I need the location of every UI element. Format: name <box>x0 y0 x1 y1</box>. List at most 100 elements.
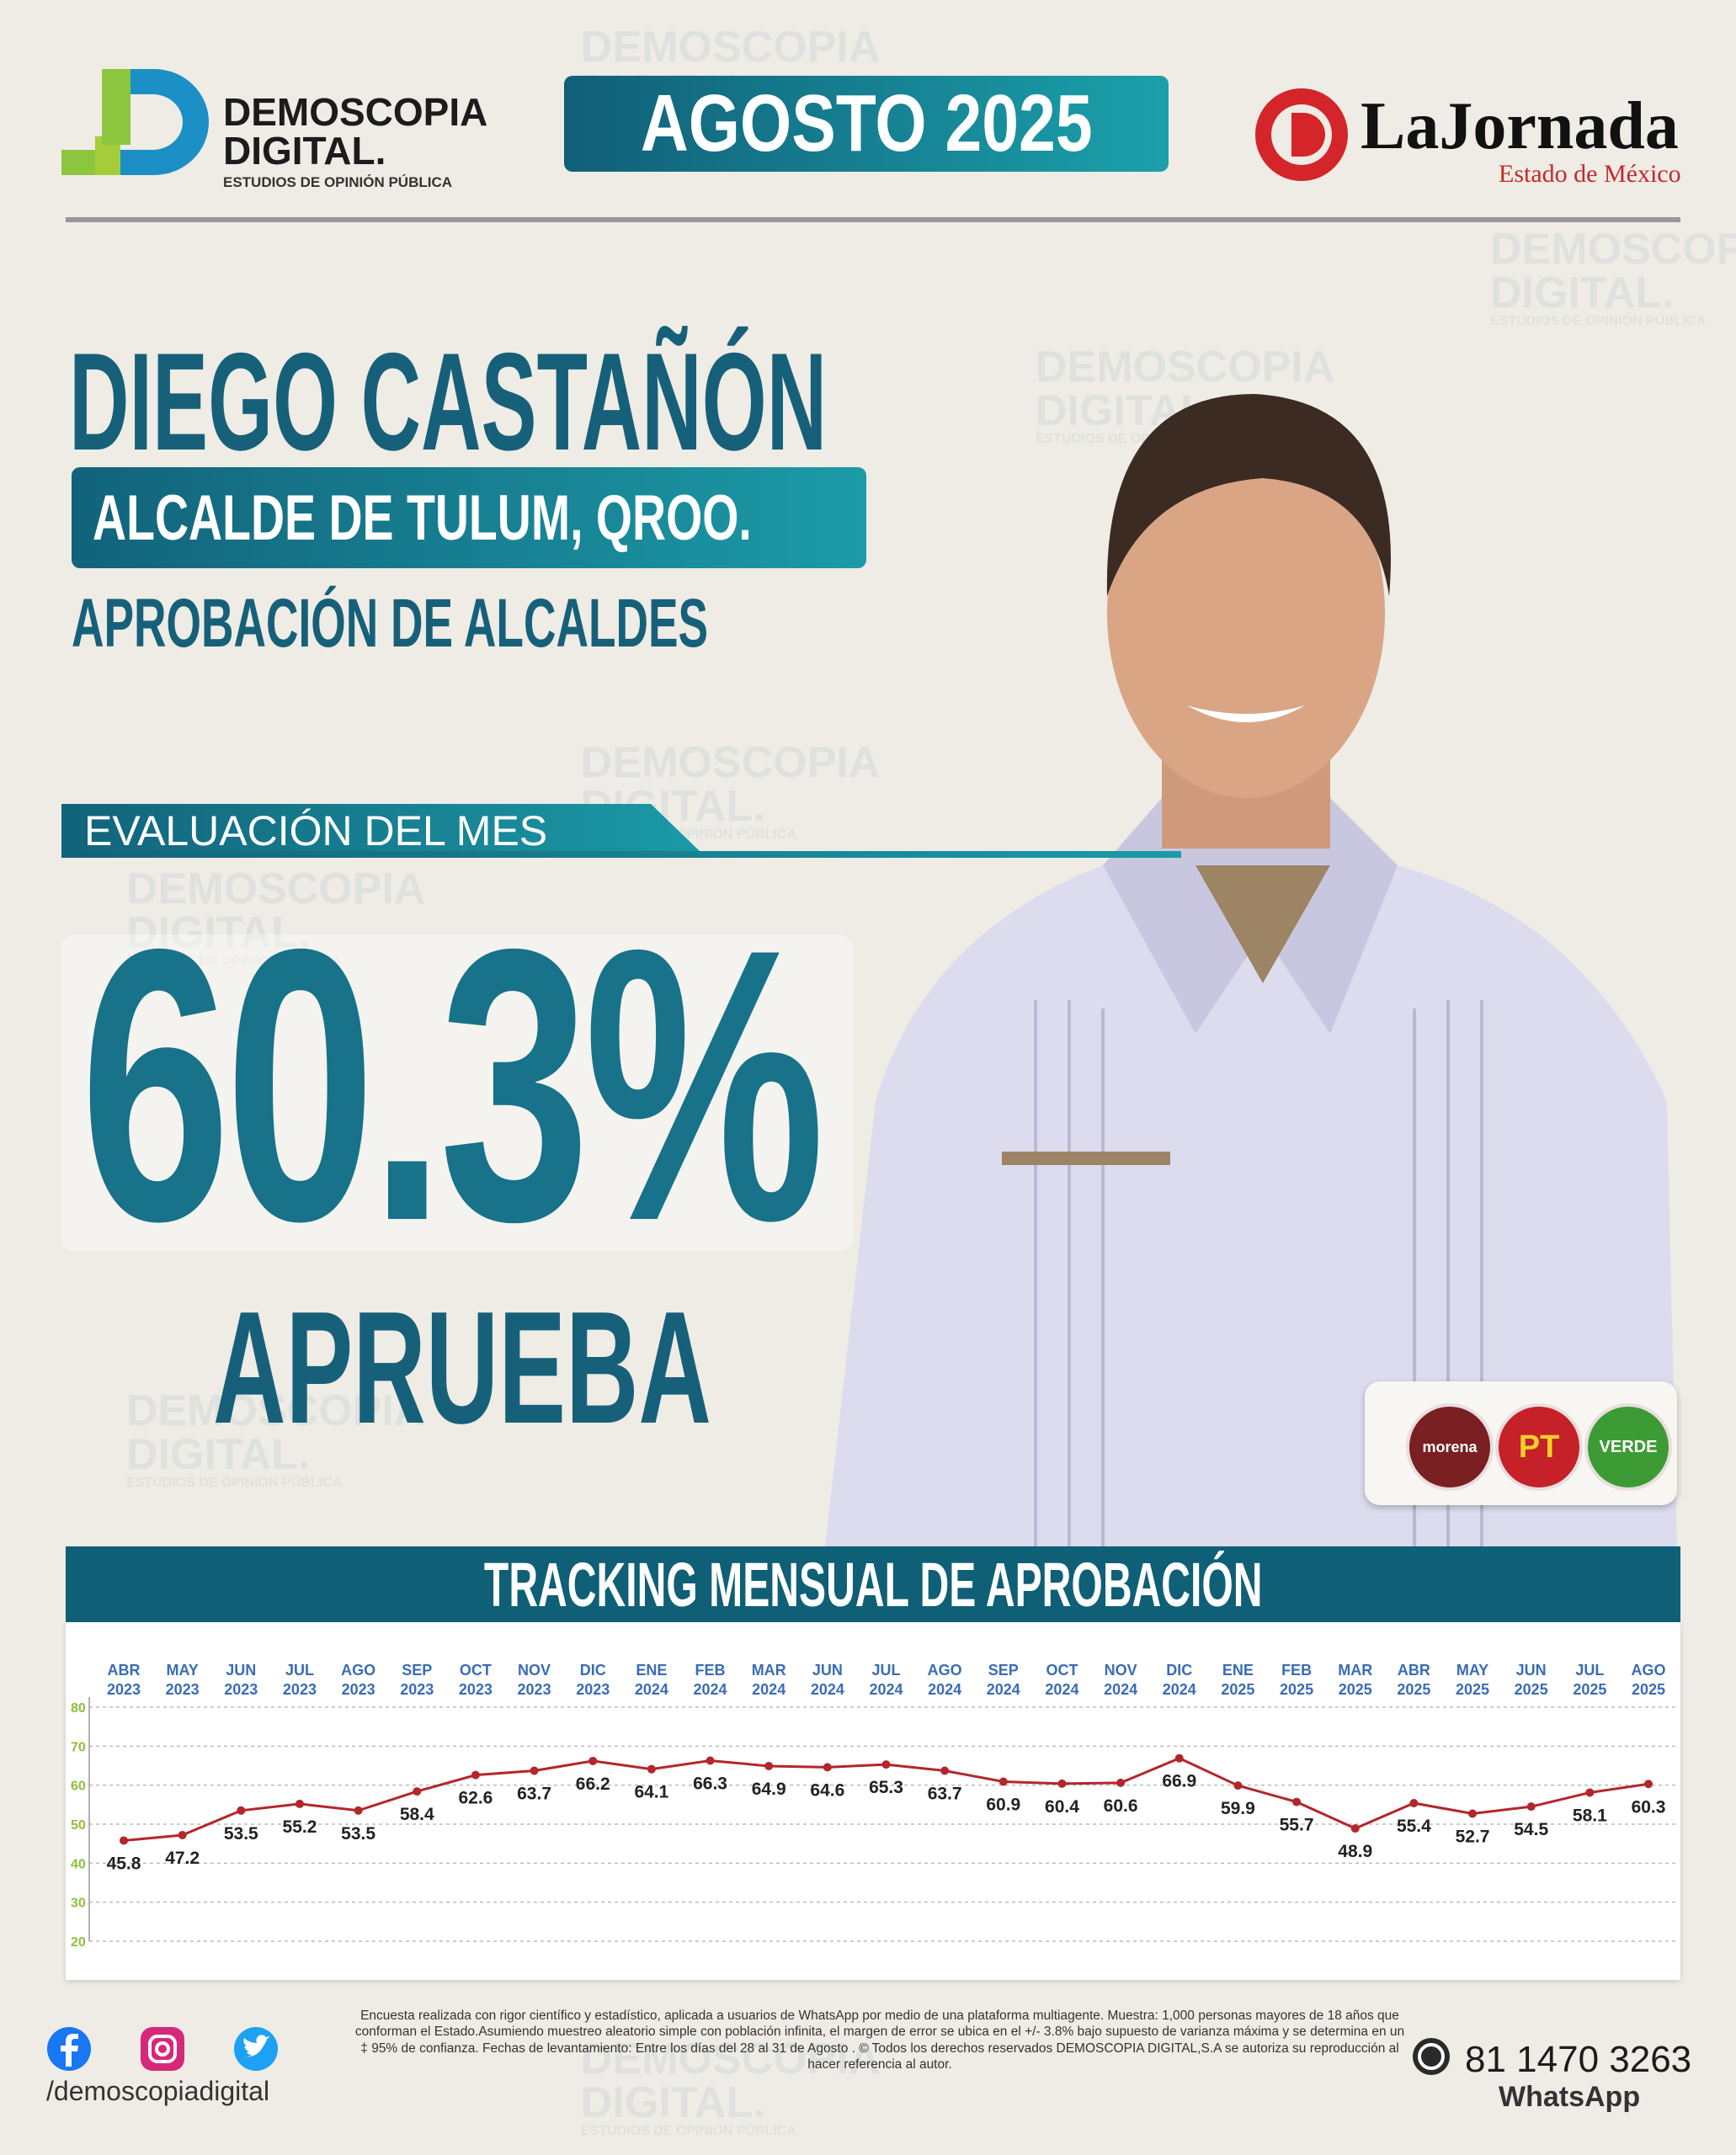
watermark-text: ESTUDIOS DE OPINIÓN PÚBLICA <box>126 954 343 968</box>
partner-logo <box>1255 88 1348 181</box>
x-tick-label: MAY 2023 <box>165 1662 200 1698</box>
point <box>823 1763 832 1772</box>
x-tick-label: MAR 2025 <box>1338 1662 1373 1698</box>
watermark-text: DIGITAL. <box>126 1430 311 1479</box>
data-label: 54.5 <box>1514 1820 1548 1839</box>
watermark-text: DEMOSCOPIA <box>1490 225 1736 274</box>
data-label: 64.9 <box>752 1780 786 1799</box>
brand: DEMOSCOPIA <box>223 90 488 134</box>
watermark-text: DEMOSCOPIA <box>126 865 426 913</box>
data-label: 53.5 <box>341 1824 375 1844</box>
point <box>881 1760 891 1769</box>
partner-sub: Estado de México <box>1499 160 1681 188</box>
verdict-wrap: APRUEBA <box>213 1288 1004 1448</box>
point <box>471 1770 480 1780</box>
x-tick-label: JUL 2024 <box>869 1662 903 1698</box>
x-tick-label: DIC 2024 <box>1162 1662 1196 1698</box>
point <box>1468 1809 1478 1818</box>
x-tick-label: JUL 2023 <box>282 1662 317 1698</box>
x-tick-label: JUN 2025 <box>1514 1662 1548 1698</box>
phone: 81 1470 3263 <box>1465 2039 1692 2080</box>
x-tick-label: JUN 2023 <box>224 1662 258 1698</box>
x-tick-label: AGO 2024 <box>927 1662 962 1698</box>
point <box>940 1766 950 1775</box>
data-label: 52.7 <box>1456 1827 1490 1846</box>
x-tick-label: JUL 2025 <box>1573 1662 1607 1698</box>
x-tick-label: OCT 2023 <box>458 1662 493 1698</box>
party: VERDE <box>1584 1403 1672 1491</box>
y-tick-label: 30 <box>71 1897 86 1911</box>
social-icons <box>47 2027 278 2071</box>
x-tick-label: SEP 2024 <box>986 1662 1020 1698</box>
point <box>1233 1781 1243 1791</box>
partner: LaJornada <box>1361 89 1679 163</box>
x-tick-label: ABR 2023 <box>106 1662 141 1698</box>
x-tick-label: JUN 2024 <box>810 1662 844 1698</box>
watermark-text: DIGITAL. <box>1490 269 1675 317</box>
watermark-text: DEMOSCOPIA <box>581 23 881 72</box>
eval-tab <box>61 804 1181 858</box>
y-tick-label: 20 <box>71 1935 86 1950</box>
data-label: 58.1 <box>1573 1806 1607 1825</box>
handle: /demoscopiadigital <box>46 2076 270 2106</box>
month-box: AGOSTO 2025 <box>564 76 1169 172</box>
point <box>413 1787 422 1796</box>
point <box>178 1830 187 1839</box>
point <box>1585 1788 1595 1797</box>
survey-wrap: APROBACIÓN DE ALCALDES <box>72 589 1051 658</box>
watermark-text: ESTUDIOS DE OPINIÓN PÚBLICA <box>126 1476 343 1490</box>
survey: APROBACIÓN DE ALCALDES <box>72 585 709 662</box>
data-label: 66.2 <box>576 1775 610 1794</box>
x-tick-label: AGO 2023 <box>341 1662 376 1698</box>
point <box>530 1766 539 1775</box>
point <box>1409 1798 1419 1807</box>
point <box>1292 1797 1302 1806</box>
logo-mark <box>61 69 209 175</box>
party: PT <box>1495 1403 1583 1491</box>
data-label: 58.4 <box>400 1805 434 1824</box>
data-label: 45.8 <box>107 1854 141 1873</box>
point <box>354 1806 363 1815</box>
eval-label: EVALUACIÓN DEL MES <box>84 807 548 854</box>
point <box>295 1799 304 1808</box>
photo <box>825 394 1677 1546</box>
point <box>120 1836 128 1845</box>
whatsapp: WhatsApp <box>1499 2081 1641 2113</box>
value: 60.3% <box>80 870 825 1301</box>
x-tick-label: NOV 2024 <box>1104 1662 1138 1698</box>
watermark-text: DEMOSCOPIA <box>126 1386 426 1435</box>
party: morena <box>1406 1403 1494 1491</box>
data-label: 62.6 <box>458 1789 493 1808</box>
brand: DIGITAL. <box>223 129 386 173</box>
point <box>647 1764 656 1774</box>
point <box>237 1806 246 1815</box>
data-label: 48.9 <box>1338 1842 1372 1861</box>
whatsapp-icon <box>1413 2038 1450 2075</box>
name: DIEGO CASTAÑÓN <box>69 324 828 479</box>
x-tick-label: FEB 2025 <box>1280 1662 1314 1698</box>
value-wrap: 60.3% <box>80 892 1136 1280</box>
point <box>1350 1824 1360 1833</box>
data-label: 55.7 <box>1280 1816 1314 1835</box>
data-label: 66.3 <box>693 1774 727 1793</box>
x-tick-label: NOV 2023 <box>517 1662 551 1698</box>
x-tick-label: ENE 2025 <box>1221 1662 1255 1698</box>
y-tick-label: 70 <box>71 1740 86 1754</box>
x-tick-label: SEP 2023 <box>400 1662 434 1698</box>
watermark-text: DEMOSCOPIA <box>581 738 881 787</box>
name-wrap: DIEGO CASTAÑÓN <box>69 333 1332 471</box>
role: ALCALDE DE TULUM, QROO. <box>93 482 752 554</box>
y-tick-label: 80 <box>71 1701 86 1716</box>
disclaimer: Encuesta realizada con rigor científico … <box>354 2009 1405 2073</box>
role-box: ALCALDE DE TULUM, QROO. <box>72 467 866 568</box>
data-label: 64.6 <box>810 1780 844 1800</box>
data-label: 60.6 <box>1104 1796 1138 1816</box>
watermark-text: ESTUDIOS DE OPINIÓN PÚBLICA <box>581 2124 797 2138</box>
data-label: 66.9 <box>1162 1772 1196 1791</box>
data-label: 60.4 <box>1045 1797 1079 1817</box>
data-label: 60.9 <box>986 1795 1020 1814</box>
watermark-text: DEMOSCOPIA <box>581 2035 881 2083</box>
point <box>588 1756 598 1765</box>
